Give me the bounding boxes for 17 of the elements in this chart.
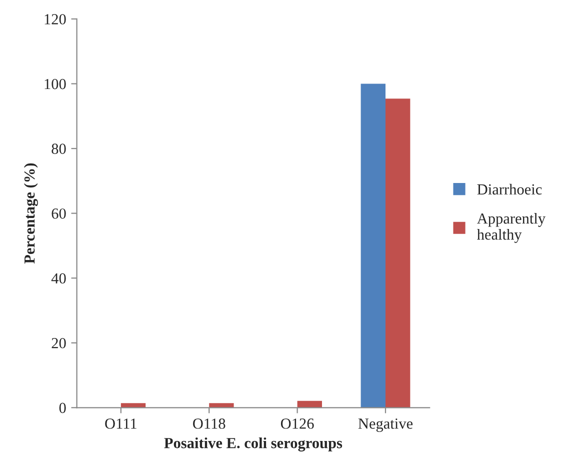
x-axis-title: Posaitive E. coli serogroups [164, 437, 342, 452]
bar [386, 98, 410, 408]
y-tick-label: 120 [44, 14, 66, 24]
legend-label: Apparently healthy [476, 212, 546, 243]
y-tick-label: 20 [52, 338, 66, 348]
y-tick-label: 0 [59, 402, 66, 414]
y-tick-label: 80 [52, 144, 66, 154]
x-tick-label: O126 [280, 418, 314, 429]
x-tick-label: Negative [358, 418, 413, 432]
bar [360, 84, 386, 408]
y-axis-title: Percentage (%) [24, 163, 38, 264]
legend-label: Diarrhoeic [477, 184, 542, 195]
y-tick-label: 60 [52, 208, 66, 219]
x-tick-label: O118 [193, 418, 226, 429]
x-tick-label: O111 [105, 418, 136, 429]
y-tick-label: 100 [44, 78, 66, 90]
y-tick-label: 40 [51, 273, 66, 284]
